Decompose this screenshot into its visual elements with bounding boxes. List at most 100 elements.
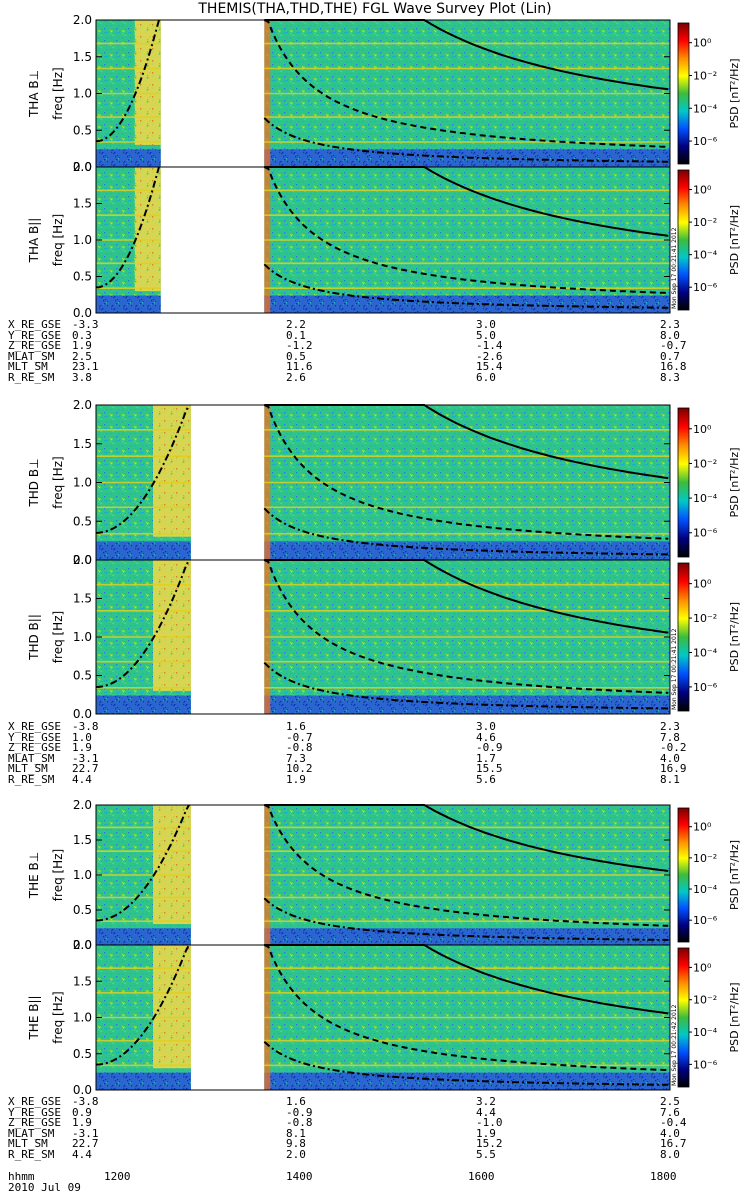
y-tick-label: 2.0 bbox=[73, 160, 92, 174]
orbit-value: 16.8 bbox=[660, 360, 687, 374]
orbit-value: 16.7 bbox=[660, 1137, 687, 1151]
orbit-row-label: X_RE_GSE bbox=[8, 1095, 61, 1108]
colorbar-label: PSD [nT²/Hz] bbox=[728, 447, 741, 517]
y-tick-label: 0.5 bbox=[73, 514, 92, 528]
colorbar-tick-label: 10⁰ bbox=[693, 184, 712, 197]
orbit-value: 1.7 bbox=[476, 751, 496, 765]
orbit-row-label: R_RE_SM bbox=[8, 772, 55, 786]
orbit-value: 5.5 bbox=[476, 1147, 496, 1161]
orbit-value: 8.3 bbox=[660, 370, 680, 384]
orbit-row-label: Z_RE_GSE bbox=[8, 339, 61, 353]
orbit-value: 9.8 bbox=[286, 1137, 306, 1151]
orbit-value: -1.0 bbox=[476, 1116, 503, 1130]
orbit-value: -3.1 bbox=[72, 1126, 99, 1140]
y-axis-label: freq [Hz] bbox=[51, 456, 65, 508]
y-tick-label: 0.5 bbox=[73, 1047, 92, 1061]
orbit-value: 3.2 bbox=[476, 1095, 496, 1108]
colorbar-tick-label: 10⁻⁴ bbox=[693, 249, 718, 262]
y-tick-label: 0.0 bbox=[73, 938, 92, 952]
time-axis-label: hhmm bbox=[8, 1170, 35, 1183]
colorbar-tick-label: 10⁻² bbox=[693, 852, 717, 865]
orbit-value: -1.2 bbox=[286, 339, 313, 353]
y-tick-label: 1.0 bbox=[73, 233, 92, 247]
orbit-value: 8.1 bbox=[286, 1126, 306, 1140]
date-label: 2010 Jul 09 bbox=[8, 1181, 81, 1194]
y-axis-label: freq [Hz] bbox=[51, 849, 65, 901]
y-axis-label: freq [Hz] bbox=[51, 67, 65, 119]
y-tick-label: 1.0 bbox=[73, 476, 92, 490]
time-axis-footer: hhmm 1200 1400 1600 1800 2010 Jul 09 bbox=[8, 1170, 677, 1194]
orbit-value: -3.8 bbox=[72, 1095, 99, 1108]
chart-title: THEMIS(THA,THD,THE) FGL Wave Survey Plot… bbox=[198, 1, 552, 17]
y-tick-label: 0.5 bbox=[73, 270, 92, 284]
timestamp: Mon Sep 17 00:21:42 2012 bbox=[671, 1004, 678, 1086]
orbit-value: 2.3 bbox=[660, 318, 680, 331]
colorbar-label: PSD [nT²/Hz] bbox=[728, 982, 741, 1052]
orbit-row-label: X_RE_GSE bbox=[8, 318, 61, 331]
y-tick-label: 0.0 bbox=[73, 707, 92, 721]
y-tick-label: 0.0 bbox=[73, 1083, 92, 1097]
orbit-value: 5.6 bbox=[476, 772, 496, 786]
spectrogram-panel: 0.0 0.5 1.0 1.5 2.0 THA B⊥ freq [Hz] bbox=[27, 13, 671, 174]
orbit-value: -3.1 bbox=[72, 751, 99, 765]
orbit-value: 4.4 bbox=[72, 772, 92, 786]
orbit-value: 4.0 bbox=[660, 751, 680, 765]
orbit-value: 4.0 bbox=[660, 1126, 680, 1140]
colorbar-tick-label: 10⁰ bbox=[693, 37, 712, 50]
colorbar-tick-label: 10⁻⁴ bbox=[693, 102, 718, 115]
orbit-row-label: Y_RE_GSE bbox=[8, 730, 61, 744]
y-tick-label: 0.0 bbox=[73, 160, 92, 174]
orbit-value: 1.9 bbox=[476, 1126, 496, 1140]
orbit-value: 15.5 bbox=[476, 762, 503, 776]
y-axis-label: freq [Hz] bbox=[51, 991, 65, 1043]
orbit-value: -3.3 bbox=[72, 318, 99, 331]
orbit-row-label: X_RE_GSE bbox=[8, 720, 61, 733]
orbit-value: 7.8 bbox=[660, 730, 680, 744]
orbit-row-label: MLAT_SM bbox=[8, 751, 55, 765]
colorbar-tick-label: 10⁻⁶ bbox=[693, 135, 718, 148]
time-tick: 1800 bbox=[650, 1170, 677, 1183]
colorbar-tick-label: 10⁰ bbox=[693, 821, 712, 834]
colorbar: 10⁰ 10⁻² 10⁻⁴ 10⁻⁶ PSD [nT²/Hz] bbox=[677, 562, 741, 712]
orbit-value: -0.2 bbox=[660, 741, 687, 755]
y-tick-label: 1.5 bbox=[73, 437, 92, 451]
orbit-value: 2.2 bbox=[286, 318, 306, 331]
colorbar-tick-label: 10⁻⁶ bbox=[693, 681, 718, 694]
orbit-row-label: MLAT_SM bbox=[8, 349, 55, 363]
orbit-value: -0.8 bbox=[286, 1116, 313, 1130]
y-tick-label: 1.5 bbox=[73, 974, 92, 988]
y-tick-label: 0.5 bbox=[73, 123, 92, 137]
orbit-value: 22.7 bbox=[72, 1137, 99, 1151]
orbit-row-label: R_RE_SM bbox=[8, 370, 55, 384]
timestamp: Mon Sep 17 00:21:41 2012 bbox=[671, 227, 678, 309]
colorbar-tick-label: 10⁻⁶ bbox=[693, 527, 718, 540]
orbit-value: 1.9 bbox=[72, 1116, 92, 1130]
time-tick: 1200 bbox=[104, 1170, 131, 1183]
colorbar-tick-label: 10⁻² bbox=[693, 457, 717, 470]
orbit-value: 2.3 bbox=[660, 720, 680, 733]
orbit-value: 0.7 bbox=[660, 349, 680, 363]
colorbar-tick-label: 10⁻⁴ bbox=[693, 1026, 718, 1039]
orbit-value: 15.2 bbox=[476, 1137, 503, 1151]
panel-label: THE B|| bbox=[27, 995, 41, 1040]
orbit-value: 1.0 bbox=[72, 730, 92, 744]
orbit-value: -3.8 bbox=[72, 720, 99, 733]
orbit-value: 4.4 bbox=[72, 1147, 92, 1161]
orbit-value: 7.3 bbox=[286, 751, 306, 765]
colorbar-tick-label: 10⁻⁶ bbox=[693, 914, 718, 927]
orbit-value: 8.0 bbox=[660, 328, 680, 342]
panel-label: THD B|| bbox=[27, 614, 41, 661]
orbit-value: 1.9 bbox=[286, 772, 306, 786]
panel-label: THA B|| bbox=[27, 218, 41, 264]
spectrogram-panel: 0.0 0.5 1.0 1.5 2.0 THD B|| freq [Hz] bbox=[27, 553, 671, 721]
orbit-value: 4.6 bbox=[476, 730, 496, 744]
colorbar: 10⁰ 10⁻² 10⁻⁴ 10⁻⁶ PSD [nT²/Hz] bbox=[677, 807, 741, 943]
colorbar: 10⁰ 10⁻² 10⁻⁴ 10⁻⁶ PSD [nT²/Hz] bbox=[677, 169, 741, 311]
orbit-value: 1.6 bbox=[286, 720, 306, 733]
orbit-row-label: Y_RE_GSE bbox=[8, 328, 61, 342]
colorbar-label: PSD [nT²/Hz] bbox=[728, 840, 741, 910]
orbit-value: -0.7 bbox=[660, 339, 687, 353]
orbit-value: 0.9 bbox=[72, 1105, 92, 1119]
colorbar-tick-label: 10⁰ bbox=[693, 578, 712, 591]
